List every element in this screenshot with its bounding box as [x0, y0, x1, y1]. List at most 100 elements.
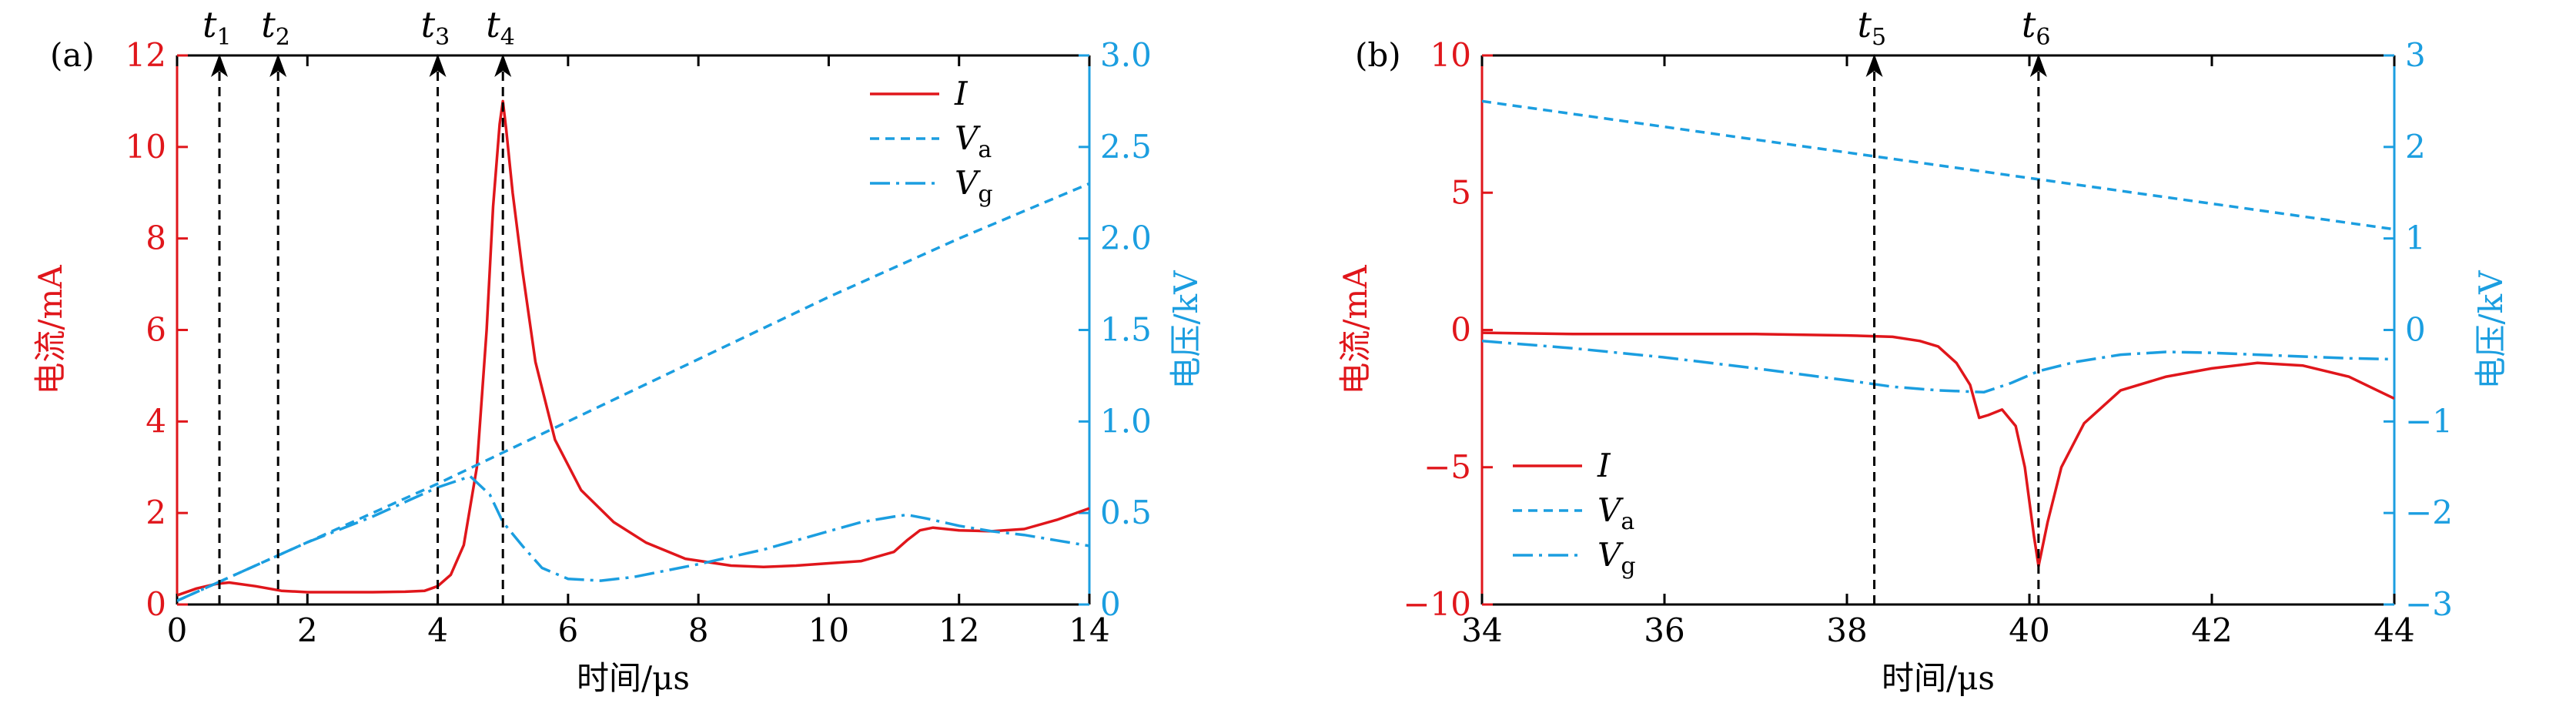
series-line-i: [177, 99, 1089, 597]
y-tick-label-left: −10: [1403, 585, 1471, 623]
legend-label: I: [954, 75, 969, 112]
y-tick-label-left: 6: [146, 311, 166, 349]
y-axis-title-left: 电流/mA: [1337, 265, 1374, 395]
y-tick-label-left: 10: [125, 128, 166, 166]
y-tick-label-right: 2: [2405, 128, 2426, 166]
marker-label: t4: [486, 4, 515, 51]
legend-label-main: I: [954, 75, 969, 112]
y-tick-label-right: 3.0: [1100, 36, 1152, 74]
x-tick-label: 12: [938, 611, 979, 649]
legend-label-main: V: [1597, 491, 1624, 529]
legend-label: Va: [955, 119, 992, 163]
marker-label: t6: [2022, 4, 2051, 51]
marker-label: t3: [421, 4, 450, 51]
panel-label: (a): [50, 36, 95, 74]
x-tick-label: 10: [808, 611, 849, 649]
marker-label-sub: 2: [276, 24, 290, 51]
x-axis-title: 时间/μs: [1882, 659, 1995, 697]
chart-panel-0: 0 2 4 6 8 10 12 1402468101200.51.01.52.02.53.0时…: [32, 4, 1205, 697]
series-line-va: [177, 182, 1089, 602]
marker-arrow: [269, 54, 287, 77]
y-tick-label-left: 5: [1450, 173, 1471, 211]
marker-label-sub: 6: [2036, 24, 2050, 51]
legend-label-sub: a: [1621, 508, 1634, 535]
y-tick-label-right: 1.0: [1100, 402, 1152, 440]
marker-arrow: [1865, 54, 1883, 77]
series-group-1: [1482, 99, 2394, 568]
marker-label-sub: 1: [217, 24, 232, 51]
panel-label: (b): [1355, 36, 1401, 74]
marker-label-sub: 5: [1872, 24, 1886, 51]
x-tick-label: 4: [427, 611, 448, 649]
legend-label-sub: g: [978, 181, 992, 208]
marker-label-main: t: [202, 4, 217, 45]
legend-label-main: V: [955, 119, 981, 157]
marker-label: t1: [202, 4, 232, 51]
y-tick-label-right: 2.5: [1100, 128, 1152, 166]
x-tick-label: 0: [167, 611, 188, 649]
legend-label: Va: [1597, 491, 1634, 535]
legend-label-main: V: [1597, 536, 1624, 574]
marker-label: t2: [261, 4, 290, 51]
y-axis-title-right: 电压/kV: [1167, 270, 1205, 390]
marker-label-sub: 3: [435, 24, 450, 51]
marker-label-main: t: [1858, 4, 1872, 45]
y-tick-label-right: 1: [2405, 219, 2426, 257]
marker-arrow: [2029, 54, 2047, 77]
series-line-i: [1482, 331, 2394, 568]
y-tick-label-right: 0.5: [1100, 494, 1152, 531]
legend-label: I: [1597, 447, 1611, 484]
y-tick-label-right: −3: [2405, 585, 2453, 623]
x-axis-title: 时间/μs: [577, 659, 690, 697]
y-tick-label-right: 3: [2405, 36, 2426, 74]
y-axis-title-left: 电流/mA: [32, 265, 69, 395]
y-tick-label-left: 4: [146, 402, 166, 440]
x-tick-label: 40: [2009, 611, 2049, 649]
y-tick-label-left: −5: [1423, 448, 1471, 486]
marker-label-main: t: [421, 4, 436, 45]
y-axis-title-right: 电压/kV: [2472, 270, 2510, 390]
x-tick-label: 38: [1826, 611, 1867, 649]
y-tick-label-right: 2.0: [1100, 219, 1152, 257]
series-line-vg: [177, 474, 1089, 602]
series-line-va: [1482, 99, 2394, 231]
legend-label: Vg: [1597, 536, 1636, 580]
x-tick-label: 42: [2191, 611, 2232, 649]
y-tick-label-left: 0: [146, 585, 166, 623]
y-tick-label-left: 12: [125, 36, 166, 74]
marker-label-sub: 4: [500, 24, 515, 51]
legend-label-main: V: [955, 164, 981, 202]
chart-panel-1: 34 36 38 40 42 44−10−50510−3−2−10123时间/μs电流/m…: [1337, 4, 2510, 697]
y-tick-label-right: 0: [1100, 585, 1121, 623]
series-line-vg: [1482, 340, 2394, 394]
y-tick-label-right: −1: [2405, 402, 2453, 440]
legend-label-main: I: [1597, 447, 1611, 484]
series-group-0: [177, 99, 1089, 602]
legend-label: Vg: [955, 164, 993, 208]
x-tick-label: 36: [1644, 611, 1684, 649]
marker-arrow: [494, 54, 512, 77]
x-tick-label: 2: [297, 611, 318, 649]
x-tick-label: 14: [1069, 611, 1109, 649]
marker-label-main: t: [2022, 4, 2036, 45]
y-tick-label-left: 0: [1450, 311, 1471, 349]
legend-label-sub: g: [1621, 553, 1635, 580]
marker-arrow: [211, 54, 229, 77]
x-tick-label: 34: [1461, 611, 1502, 649]
y-tick-label-right: 0: [2405, 311, 2426, 349]
marker-label-main: t: [486, 4, 500, 45]
y-tick-label-left: 2: [146, 494, 166, 531]
x-tick-label: 6: [557, 611, 578, 649]
marker-label: t5: [1858, 4, 1887, 51]
x-tick-label: 8: [688, 611, 709, 649]
y-tick-label-right: −2: [2405, 494, 2453, 531]
legend-label-sub: a: [978, 136, 992, 163]
y-tick-label-left: 10: [1430, 36, 1471, 74]
y-tick-label-left: 8: [146, 219, 166, 257]
y-tick-label-right: 1.5: [1100, 311, 1152, 349]
x-tick-label: 44: [2374, 611, 2414, 649]
marker-arrow: [429, 54, 447, 77]
